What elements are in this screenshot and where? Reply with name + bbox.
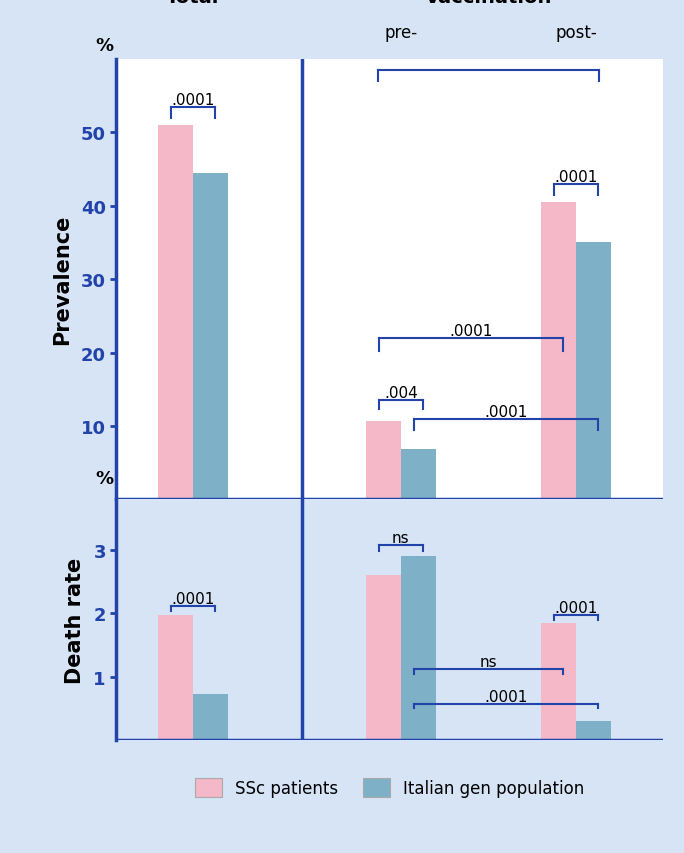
Text: .0001: .0001 [449,323,492,339]
Bar [576,721,611,740]
Y-axis label: Death rate: Death rate [65,557,85,683]
Text: .0001: .0001 [484,404,527,419]
Bar [401,450,436,500]
Text: .0001: .0001 [484,689,527,704]
Text: ns: ns [392,531,410,545]
Bar [193,694,228,740]
Legend: SSc patients, Italian gen population: SSc patients, Italian gen population [195,778,585,798]
Text: pre-: pre- [384,24,417,42]
Bar [366,576,401,740]
Text: Total: Total [166,0,220,7]
Bar [541,623,576,740]
Text: .0001: .0001 [171,591,215,606]
Text: %: % [96,470,114,488]
Text: %: % [96,38,114,55]
Bar [193,173,228,500]
Text: .0001: .0001 [171,92,215,107]
Text: .0001: .0001 [554,600,598,615]
Text: Vaccination: Vaccination [425,0,552,7]
Bar [541,203,576,500]
Bar [158,125,193,500]
Text: .004: .004 [384,386,418,401]
Y-axis label: Prevalence: Prevalence [53,215,73,345]
Bar [576,243,611,500]
Bar [158,616,193,740]
Bar [401,557,436,740]
Text: post-: post- [555,24,597,42]
Bar [366,421,401,500]
Text: ns: ns [479,654,497,669]
Text: .0001: .0001 [554,170,598,184]
